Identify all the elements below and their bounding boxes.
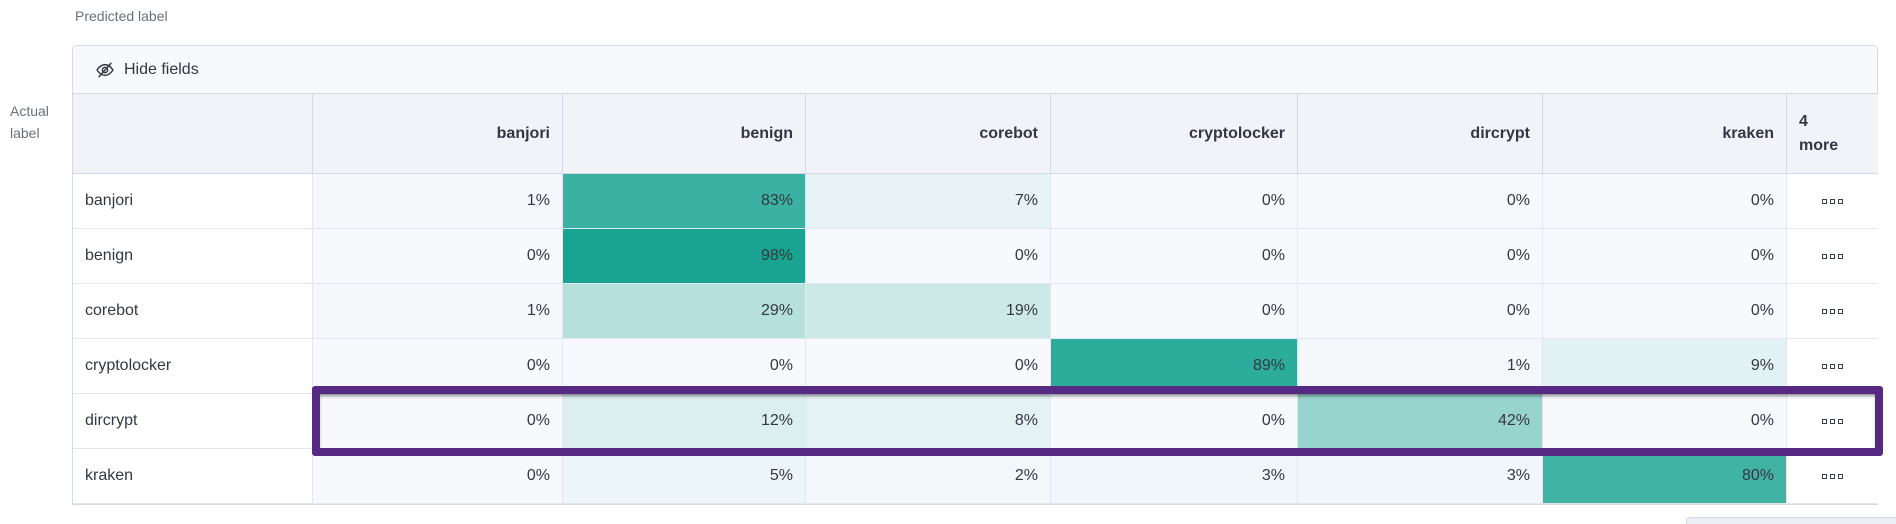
cell-corebot-corebot[interactable]: 19% — [806, 284, 1051, 339]
hide-fields-label: Hide fields — [124, 60, 199, 78]
cell-corebot-dircrypt[interactable]: 0% — [1298, 284, 1543, 339]
box-glyph — [1830, 363, 1835, 369]
box-glyph — [1822, 198, 1827, 204]
cell-banjori-banjori[interactable]: 1% — [313, 174, 563, 229]
cell-banjori-kraken[interactable]: 0% — [1543, 174, 1787, 229]
box-glyph — [1838, 363, 1843, 369]
bottom-right-panel-edge — [1686, 517, 1896, 524]
boxes-horizontal-icon — [1822, 363, 1843, 369]
more-columns-header[interactable]: 4 more — [1787, 94, 1878, 174]
cell-cryptolocker-dircrypt[interactable]: 1% — [1298, 339, 1543, 394]
grid-toolbar: Hide fields — [73, 46, 1877, 94]
matrix-row-dircrypt: dircrypt 0% 12% 8% 0% 42% 0% — [73, 386, 1883, 456]
boxes-horizontal-icon — [1822, 308, 1843, 314]
box-glyph — [1838, 418, 1843, 424]
matrix-row-kraken: kraken 0% 5% 2% 3% 3% 80% — [73, 449, 1878, 504]
cell-benign-banjori[interactable]: 0% — [313, 229, 563, 284]
cell-dircrypt-kraken[interactable]: 0% — [1543, 394, 1787, 449]
eye-closed-icon — [95, 60, 115, 80]
box-glyph — [1830, 473, 1835, 479]
cell-dircrypt-corebot[interactable]: 8% — [806, 394, 1051, 449]
more-actions-benign[interactable] — [1787, 229, 1878, 284]
row-label-kraken: kraken — [73, 449, 313, 504]
box-glyph — [1830, 253, 1835, 259]
row-label-dircrypt: dircrypt — [73, 394, 313, 449]
box-glyph — [1830, 418, 1835, 424]
hide-fields-button[interactable]: Hide fields — [95, 60, 199, 80]
column-header-cryptolocker[interactable]: cryptolocker — [1051, 94, 1298, 174]
cell-corebot-banjori[interactable]: 1% — [313, 284, 563, 339]
box-glyph — [1822, 308, 1827, 314]
column-header-dircrypt[interactable]: dircrypt — [1298, 94, 1543, 174]
actual-axis-label: Actual label — [10, 103, 49, 141]
cell-cryptolocker-kraken[interactable]: 9% — [1543, 339, 1787, 394]
column-header-benign[interactable]: benign — [563, 94, 806, 174]
cell-kraken-corebot[interactable]: 2% — [806, 449, 1051, 504]
matrix-row-corebot: corebot 1% 29% 19% 0% 0% 0% — [73, 284, 1878, 339]
cell-kraken-dircrypt[interactable]: 3% — [1298, 449, 1543, 504]
cell-banjori-benign[interactable]: 83% — [563, 174, 806, 229]
box-glyph — [1822, 473, 1827, 479]
more-actions-banjori[interactable] — [1787, 174, 1878, 229]
cell-kraken-banjori[interactable]: 0% — [313, 449, 563, 504]
box-glyph — [1830, 198, 1835, 204]
row-label-banjori: banjori — [73, 174, 313, 229]
box-glyph — [1838, 198, 1843, 204]
cell-kraken-benign[interactable]: 5% — [563, 449, 806, 504]
cell-kraken-kraken[interactable]: 80% — [1543, 449, 1787, 504]
more-actions-kraken[interactable] — [1787, 449, 1878, 504]
cell-cryptolocker-benign[interactable]: 0% — [563, 339, 806, 394]
cell-benign-benign[interactable]: 98% — [563, 229, 806, 284]
corner-header-cell — [73, 94, 313, 174]
cell-cryptolocker-corebot[interactable]: 0% — [806, 339, 1051, 394]
more-actions-corebot[interactable] — [1787, 284, 1878, 339]
more-actions-dircrypt[interactable] — [1787, 394, 1878, 449]
box-glyph — [1822, 418, 1827, 424]
cell-cryptolocker-cryptolocker[interactable]: 89% — [1051, 339, 1298, 394]
cell-benign-cryptolocker[interactable]: 0% — [1051, 229, 1298, 284]
row-label-corebot: corebot — [73, 284, 313, 339]
matrix-row-benign: benign 0% 98% 0% 0% 0% 0% — [73, 229, 1878, 284]
column-header-kraken[interactable]: kraken — [1543, 94, 1787, 174]
cell-banjori-corebot[interactable]: 7% — [806, 174, 1051, 229]
cell-benign-corebot[interactable]: 0% — [806, 229, 1051, 284]
row-label-benign: benign — [73, 229, 313, 284]
cell-benign-dircrypt[interactable]: 0% — [1298, 229, 1543, 284]
boxes-horizontal-icon — [1822, 473, 1843, 479]
confusion-matrix-grid: banjori benign corebot cryptolocker dircrypt… — [73, 94, 1883, 504]
row-label-cryptolocker: cryptolocker — [73, 339, 313, 394]
box-glyph — [1838, 253, 1843, 259]
matrix-row-banjori: banjori 1% 83% 7% 0% 0% 0% — [73, 174, 1878, 229]
boxes-horizontal-icon — [1822, 198, 1843, 204]
box-glyph — [1830, 308, 1835, 314]
box-glyph — [1822, 363, 1827, 369]
cell-cryptolocker-banjori[interactable]: 0% — [313, 339, 563, 394]
box-glyph — [1838, 473, 1843, 479]
cell-banjori-dircrypt[interactable]: 0% — [1298, 174, 1543, 229]
cell-banjori-cryptolocker[interactable]: 0% — [1051, 174, 1298, 229]
cell-dircrypt-dircrypt[interactable]: 42% — [1298, 394, 1543, 449]
matrix-row-cryptolocker: cryptolocker 0% 0% 0% 89% 1% 9% — [73, 339, 1878, 394]
box-glyph — [1822, 253, 1827, 259]
more-actions-cryptolocker[interactable] — [1787, 339, 1878, 394]
confusion-matrix-panel: Hide fields banjori benign corebot cryptolo… — [72, 45, 1883, 505]
box-glyph — [1838, 308, 1843, 314]
boxes-horizontal-icon — [1822, 253, 1843, 259]
column-header-corebot[interactable]: corebot — [806, 94, 1051, 174]
cell-dircrypt-banjori[interactable]: 0% — [313, 394, 563, 449]
cell-benign-kraken[interactable]: 0% — [1543, 229, 1787, 284]
column-header-row: banjori benign corebot cryptolocker dircrypt… — [73, 94, 1878, 174]
predicted-axis-label: Predicted label — [75, 8, 168, 24]
column-header-banjori[interactable]: banjori — [313, 94, 563, 174]
cell-kraken-cryptolocker[interactable]: 3% — [1051, 449, 1298, 504]
cell-dircrypt-cryptolocker[interactable]: 0% — [1051, 394, 1298, 449]
boxes-horizontal-icon — [1822, 418, 1843, 424]
cell-dircrypt-benign[interactable]: 12% — [563, 394, 806, 449]
cell-corebot-kraken[interactable]: 0% — [1543, 284, 1787, 339]
cell-corebot-cryptolocker[interactable]: 0% — [1051, 284, 1298, 339]
cell-corebot-benign[interactable]: 29% — [563, 284, 806, 339]
